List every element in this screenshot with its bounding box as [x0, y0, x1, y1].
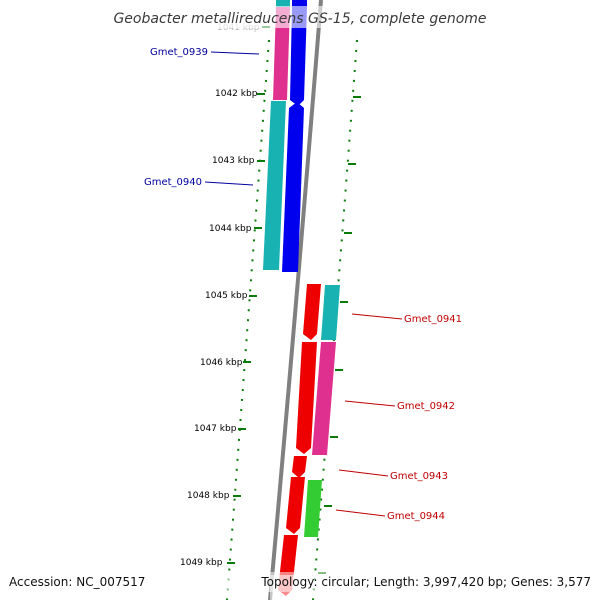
tick-label-1043: 1043 kbp: [212, 156, 255, 166]
tick-label-1048: 1048 kbp: [187, 491, 230, 501]
cds-arrow-plus: [292, 456, 307, 478]
gene-label-gmet-0941[interactable]: Gmet_0941: [404, 314, 462, 325]
cds-arrow-minus: [292, 0, 307, 7]
green-feature-block: [304, 480, 322, 537]
leader-line-gmet-0943: [338, 469, 389, 477]
tick-label-1042: 1042 kbp: [215, 89, 258, 99]
gene-gmet-0939[interactable]: [273, 0, 307, 106]
accession-text: Accession: NC_007517: [9, 575, 145, 589]
left-guide-line: [226, 39, 270, 600]
title-backdrop: [110, 6, 490, 28]
cyan-feature-block: [263, 101, 286, 270]
genome-backbone: [268, 0, 323, 600]
leader-line-gmet-0941: [351, 313, 403, 320]
gene-label-gmet-0944[interactable]: Gmet_0944: [387, 511, 445, 522]
map-title: Geobacter metallireducens GS-15, complet…: [113, 11, 486, 27]
gene-gmet-0943[interactable]: [292, 456, 307, 478]
cds-arrow-plus: [286, 477, 305, 534]
tick-label-1044: 1044 kbp: [209, 224, 252, 234]
gene-gmet-0941[interactable]: [303, 284, 340, 340]
cyan-feature-block: [276, 0, 290, 7]
gene-label-gmet-0943[interactable]: Gmet_0943: [390, 471, 448, 482]
tick-label-1049: 1049 kbp: [180, 558, 223, 568]
magenta-feature-block: [312, 342, 336, 455]
gene-gmet-0942[interactable]: [296, 342, 336, 455]
gene-gmet-0940[interactable]: [263, 101, 304, 272]
gene-gmet-0944[interactable]: [286, 477, 322, 537]
tick-label-1047: 1047 kbp: [194, 424, 237, 434]
gene-label-gmet-0939[interactable]: Gmet_0939: [150, 47, 208, 58]
cds-arrow-minus: [290, 7, 307, 106]
footer-backdrop: [0, 572, 600, 592]
cds-arrow-plus: [303, 284, 321, 340]
gene-label-gmet-0940[interactable]: Gmet_0940: [144, 177, 202, 188]
topology-text: Topology: circular; Length: 3,997,420 bp…: [260, 575, 591, 589]
cyan-feature-block: [321, 285, 340, 340]
leader-line-gmet-0940: [204, 181, 254, 186]
cds-arrow-plus: [296, 342, 317, 454]
magenta-feature-block: [273, 7, 290, 100]
tick-label-1045: 1045 kbp: [205, 291, 248, 301]
leader-line-gmet-0944: [335, 509, 386, 517]
cds-arrow-minus: [282, 102, 304, 272]
leader-line-gmet-0942: [344, 400, 396, 407]
leader-line-gmet-0939: [210, 51, 260, 55]
gene-label-gmet-0942[interactable]: Gmet_0942: [397, 401, 455, 412]
tick-label-1046: 1046 kbp: [200, 358, 243, 368]
